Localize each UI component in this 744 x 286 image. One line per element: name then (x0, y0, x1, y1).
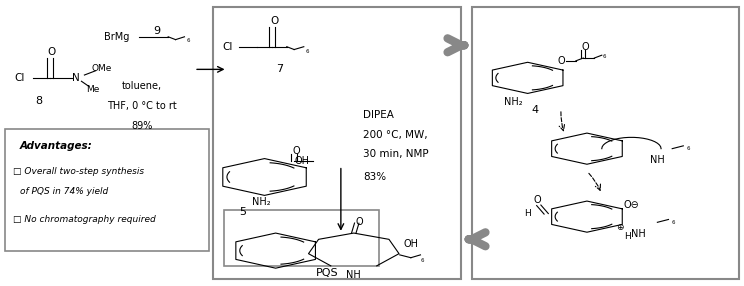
Bar (5, 129, 209, 251)
Text: NH₂: NH₂ (251, 197, 270, 207)
Text: ₆: ₆ (687, 143, 690, 152)
Text: ₆: ₆ (306, 45, 310, 55)
Text: ₆: ₆ (187, 35, 190, 44)
Text: DIPEA: DIPEA (363, 110, 394, 120)
Text: ₆: ₆ (420, 255, 423, 264)
Text: 89%: 89% (132, 121, 153, 131)
Text: □ No chromatography required: □ No chromatography required (13, 215, 155, 224)
Text: BrMg: BrMg (103, 32, 129, 42)
Bar (224, 210, 379, 266)
Bar (213, 7, 461, 279)
Text: ₆: ₆ (672, 217, 676, 226)
Text: N: N (71, 73, 80, 83)
Bar (472, 7, 739, 279)
Text: 200 °C, MW,: 200 °C, MW, (363, 130, 428, 140)
Text: 8: 8 (35, 96, 42, 106)
Text: OMe: OMe (92, 64, 112, 73)
Text: H: H (525, 209, 531, 218)
Text: H: H (624, 232, 631, 241)
Text: 83%: 83% (363, 172, 386, 182)
Text: NH: NH (632, 229, 647, 239)
Text: O: O (48, 47, 56, 57)
Text: Cl: Cl (222, 42, 233, 52)
Text: Advantages:: Advantages: (20, 141, 93, 151)
Text: 30 min, NMP: 30 min, NMP (363, 149, 429, 159)
Text: O: O (557, 56, 565, 66)
Text: NH₂: NH₂ (504, 97, 522, 107)
Text: O⊖: O⊖ (623, 200, 639, 210)
Text: THF, 0 °C to rt: THF, 0 °C to rt (107, 101, 177, 111)
Text: NH: NH (347, 270, 361, 280)
Text: 7: 7 (276, 64, 283, 74)
Text: OH: OH (403, 239, 418, 249)
Text: O: O (270, 16, 278, 26)
Text: ₆: ₆ (603, 51, 606, 60)
Text: OH: OH (294, 156, 309, 166)
Text: O: O (582, 42, 589, 52)
Text: Me: Me (86, 85, 100, 94)
Text: PQS: PQS (316, 268, 339, 278)
Text: ⊕: ⊕ (617, 223, 624, 233)
Text: 9: 9 (153, 26, 161, 36)
Text: □ Overall two-step synthesis: □ Overall two-step synthesis (13, 167, 144, 176)
Text: O: O (292, 146, 301, 156)
Text: 4: 4 (531, 106, 539, 116)
Text: toluene,: toluene, (122, 81, 162, 91)
Text: 5: 5 (239, 207, 246, 217)
Text: NH: NH (650, 155, 664, 165)
Text: O: O (356, 217, 364, 227)
Text: of PQS in 74% yield: of PQS in 74% yield (20, 187, 108, 196)
Text: Cl: Cl (15, 73, 25, 83)
Text: O: O (533, 195, 541, 205)
